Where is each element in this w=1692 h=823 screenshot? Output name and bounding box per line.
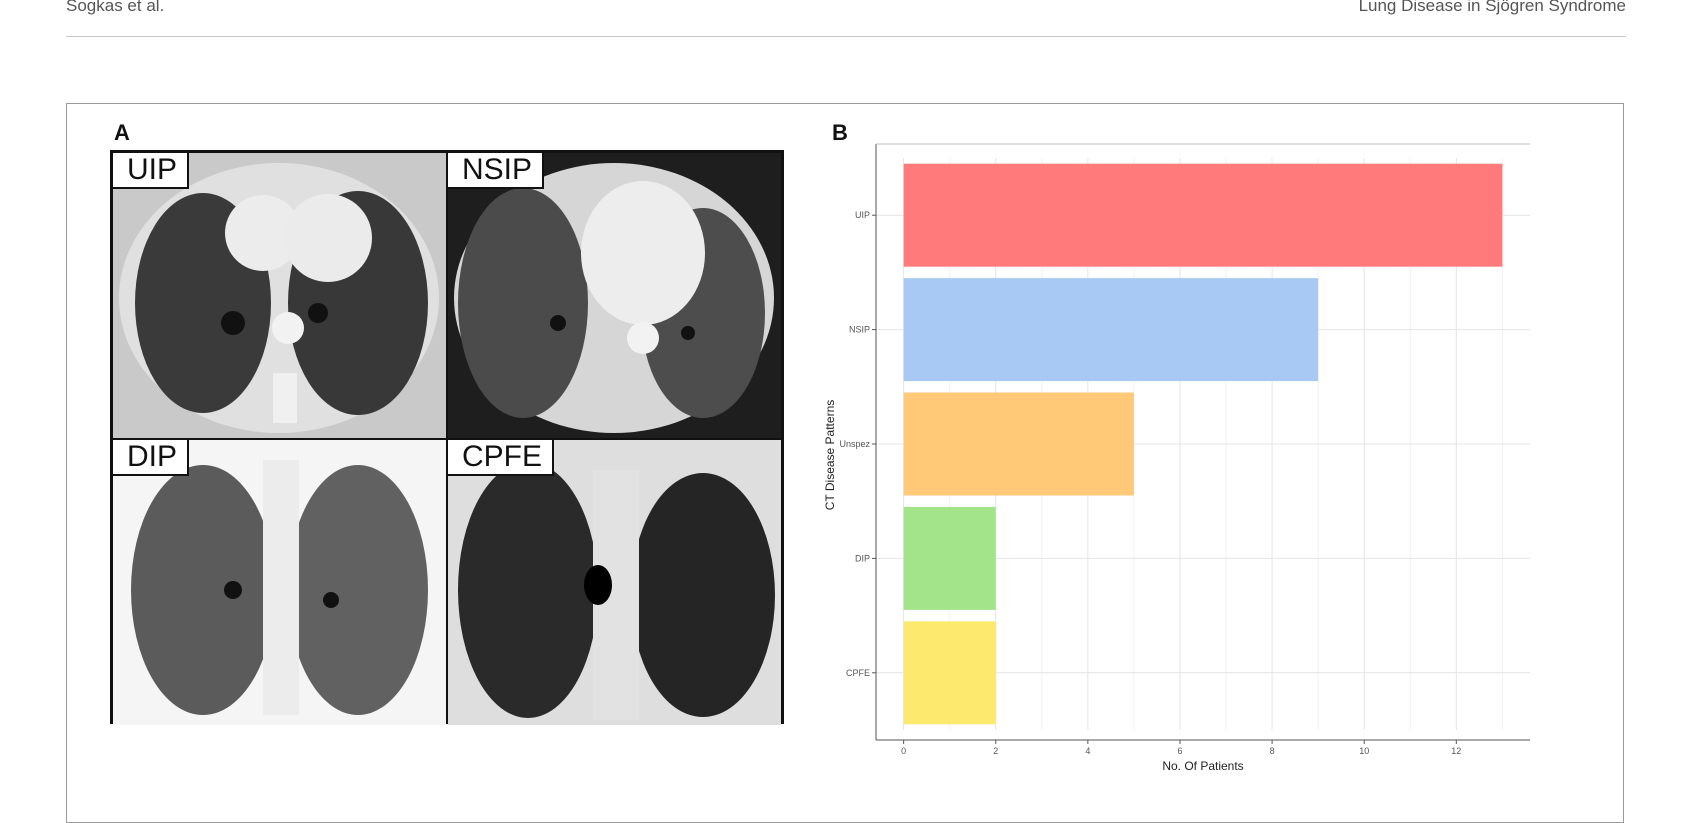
bar-uip — [903, 163, 1503, 267]
header-divider — [66, 36, 1626, 37]
ct-label-uip: UIP — [113, 153, 190, 189]
ct-label-nsip: NSIP — [448, 153, 545, 189]
y-tick-label: Unspez — [839, 439, 870, 449]
x-tick-label: 4 — [1085, 746, 1090, 756]
bar-nsip — [903, 278, 1319, 382]
y-axis-title: CT Disease Patterns — [823, 400, 837, 511]
panel-a-letter: A — [114, 120, 130, 145]
x-tick-label: 2 — [993, 746, 998, 756]
running-head-authors: Sogkas et al. — [66, 0, 165, 15]
bar-unspez — [903, 392, 1134, 496]
y-tick-label: CPFE — [846, 668, 870, 678]
ct-image-grid: UIP NSIP DIP — [110, 150, 784, 725]
ct-image-nsip: NSIP — [448, 153, 781, 438]
chart-labels: No. Of Patients CT Disease Patterns — [823, 400, 1244, 773]
panel-b-letter: B — [832, 120, 848, 145]
ct-image-uip: UIP — [113, 153, 446, 438]
ct-image-cpfe: CPFE — [448, 440, 781, 725]
ct-label-cpfe: CPFE — [448, 440, 555, 476]
bar-dip — [903, 506, 996, 610]
x-tick-label: 10 — [1359, 746, 1369, 756]
x-tick-label: 12 — [1451, 746, 1461, 756]
running-head: Sogkas et al. Lung Disease in Sjögren Sy… — [0, 0, 1692, 36]
bar-chart: UIP NSIP Unspez DIP CPFE 0 2 4 6 8 10 12 No. Of Pat… — [823, 143, 1530, 773]
x-axis-title: No. Of Patients — [1162, 759, 1243, 773]
bar-cpfe — [903, 621, 996, 725]
ct-image-dip: DIP — [113, 440, 446, 725]
x-tick-label: 0 — [901, 746, 906, 756]
chart-bars — [903, 163, 1503, 725]
chart-axes: UIP NSIP Unspez DIP CPFE 0 2 4 6 8 10 12 — [839, 143, 1530, 756]
x-tick-label: 6 — [1177, 746, 1182, 756]
y-tick-label: UIP — [855, 210, 870, 220]
y-tick-label: DIP — [855, 553, 870, 563]
y-tick-label: NSIP — [849, 325, 870, 335]
ct-label-dip: DIP — [113, 440, 190, 476]
x-tick-label: 8 — [1270, 746, 1275, 756]
running-head-title: Lung Disease in Sjögren Syndrome — [1358, 0, 1626, 15]
